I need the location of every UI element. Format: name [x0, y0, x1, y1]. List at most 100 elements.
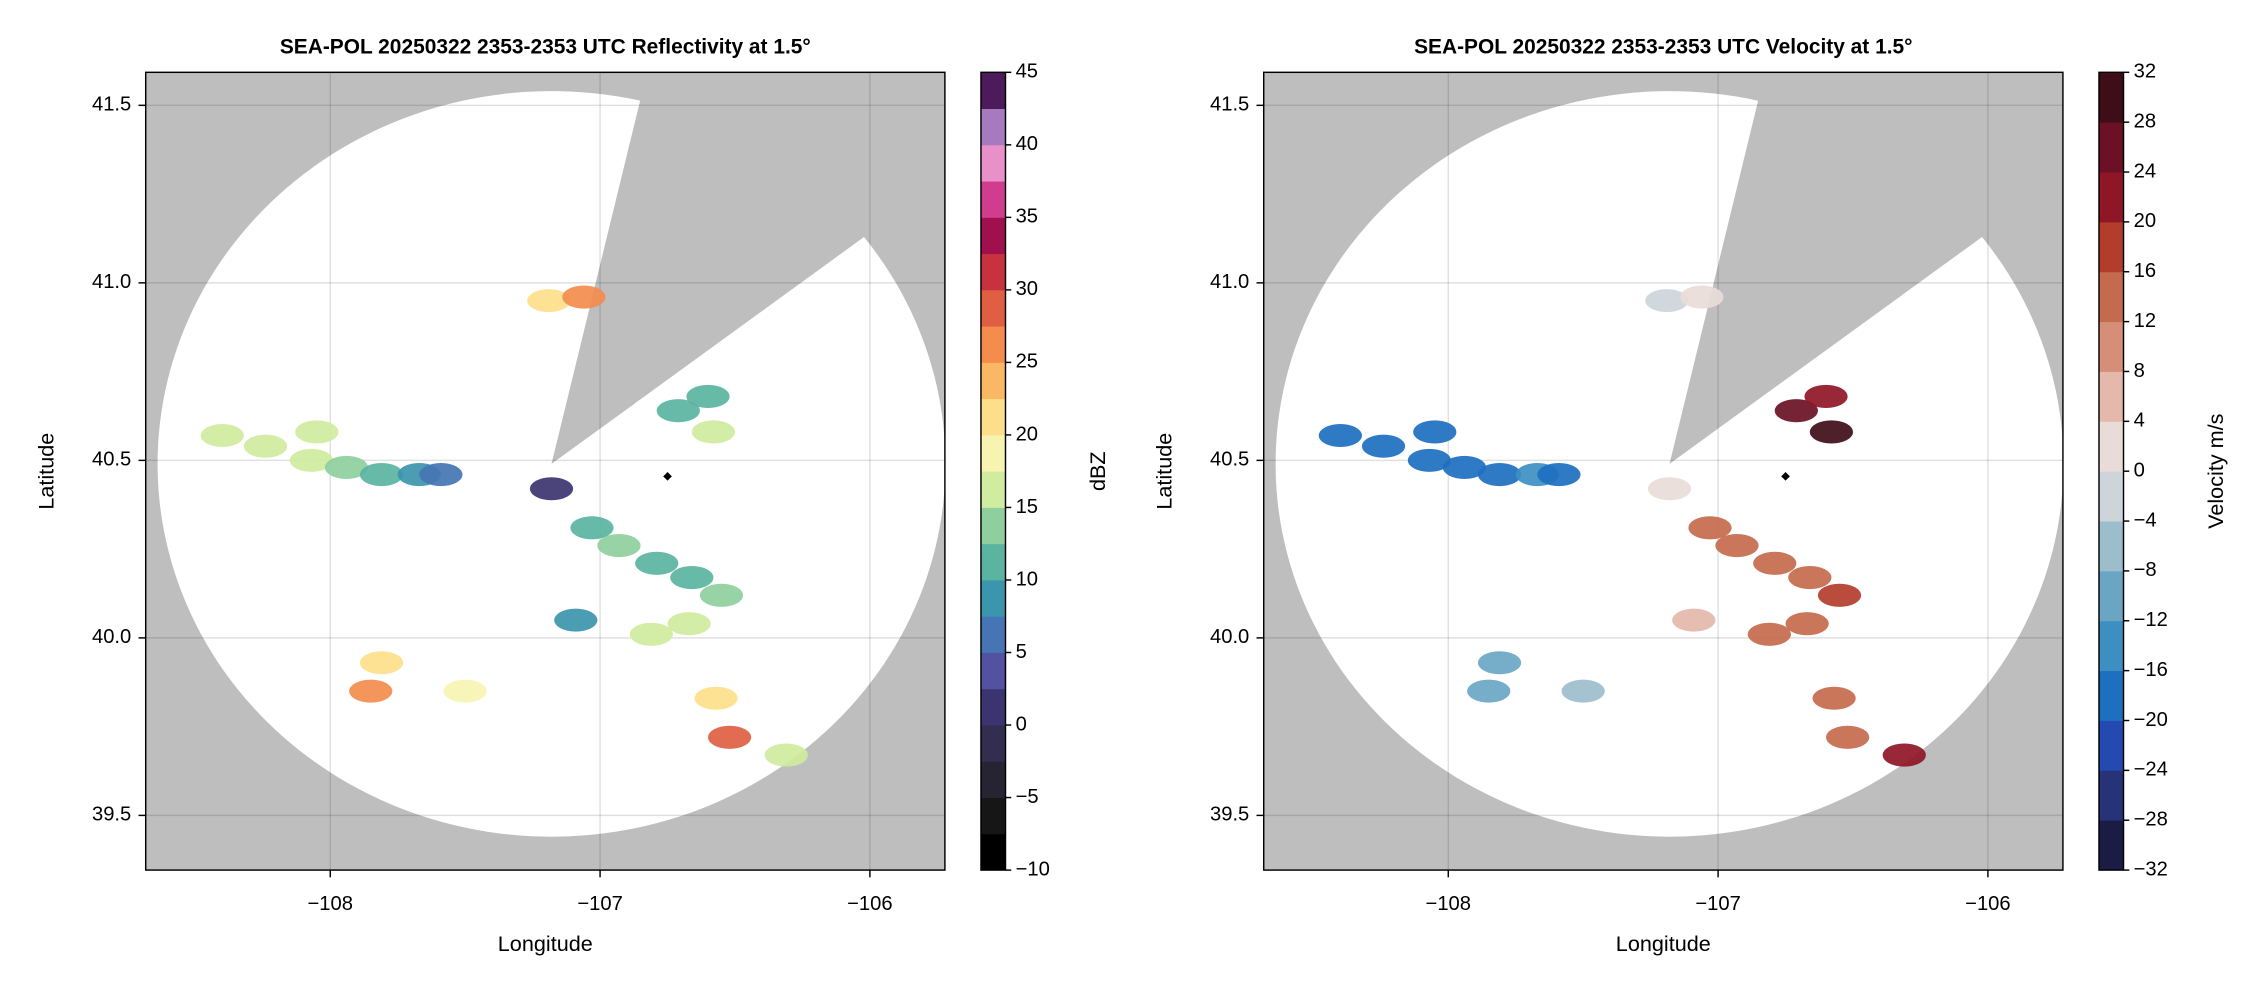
echo [324, 455, 369, 480]
y-tick-label: 41.0 [92, 271, 131, 293]
x-tick-label: −108 [1426, 893, 1471, 915]
colorbar-segment [2098, 570, 2124, 622]
colorbar-segment [980, 253, 1006, 291]
colorbar-segment [980, 543, 1006, 581]
echo [694, 686, 738, 710]
colorbar-tick-label: 25 [1016, 351, 1038, 373]
echo [1747, 622, 1791, 646]
colorbar-segment [980, 398, 1006, 436]
echo [707, 725, 752, 749]
colorbar-tick-label: −28 [2134, 809, 2168, 831]
echo [1537, 463, 1581, 487]
colorbar-tick-label: −10 [1016, 858, 1050, 880]
colorbar-segment [980, 72, 1006, 110]
echo [562, 285, 606, 309]
colorbar-segment [2098, 271, 2124, 323]
y-tick-label: 41.5 [92, 94, 131, 116]
echo [554, 608, 598, 632]
colorbar-segment [2098, 421, 2124, 472]
colorbar-tick-label: −4 [2134, 509, 2157, 531]
site-marker [1781, 472, 1790, 481]
colorbar-segment [2098, 820, 2124, 871]
colorbar-segment [980, 108, 1006, 146]
colorbar-tick-label: 0 [2134, 460, 2145, 482]
echo [1753, 551, 1797, 575]
colorbar-tick-label: −8 [2134, 559, 2157, 581]
echo [349, 679, 393, 703]
colorbar-segment [2098, 720, 2124, 771]
colorbar-tick-label: 16 [2134, 260, 2156, 282]
echo [443, 679, 487, 703]
echo [1672, 608, 1716, 632]
x-axis-label: Longitude [1616, 931, 1711, 956]
echo [1812, 686, 1856, 710]
y-tick-label: 40.0 [92, 626, 131, 648]
colorbar-tick-label: 5 [1016, 641, 1027, 663]
colorbar-tick-label: 4 [2134, 410, 2145, 432]
colorbar-segment [980, 761, 1006, 798]
colorbar-segment [980, 797, 1006, 835]
colorbar-segment [2098, 620, 2124, 672]
echo [419, 463, 463, 487]
echo [359, 463, 404, 487]
echo [1688, 516, 1732, 540]
colorbar-frame [980, 71, 1007, 871]
echo [295, 420, 339, 444]
echo [686, 384, 730, 409]
colorbar-segment [980, 688, 1006, 726]
colorbar-segment [2098, 371, 2124, 422]
colorbar-tick-label: 30 [1016, 278, 1038, 300]
colorbar-tick-label: 10 [1016, 568, 1038, 590]
echo [1715, 534, 1759, 558]
y-tick-label: 40.5 [1210, 449, 1249, 471]
colorbar-segment [980, 616, 1006, 653]
colorbar-tick-label: −32 [2134, 858, 2168, 880]
colorbar-segment [980, 579, 1006, 617]
x-tick-label: −107 [577, 893, 622, 915]
y-tick-label: 39.5 [92, 804, 131, 826]
echo [1804, 384, 1848, 409]
colorbar-tick-label: −20 [2134, 709, 2168, 731]
echo [1477, 463, 1522, 487]
echo [1318, 423, 1362, 448]
colorbar-tick-label: 35 [1016, 206, 1038, 228]
colorbar-segment [2098, 321, 2124, 372]
colorbar-tick-label: 8 [2134, 360, 2145, 382]
colorbar-segment [980, 652, 1006, 690]
echo [1477, 651, 1522, 675]
colorbar-segment [980, 833, 1006, 871]
colorbar-segment [980, 326, 1006, 363]
colorbar-tick-label: 28 [2134, 111, 2156, 133]
colorbar-tick-label: 45 [1016, 61, 1038, 83]
echo [656, 399, 700, 423]
echo [289, 448, 334, 472]
colorbar-segment [2098, 670, 2124, 721]
colorbar-segment [2098, 221, 2124, 273]
echo [1407, 448, 1452, 472]
panel: SEA-POL 20250322 2353-2353 UTC Reflectiv… [33, 35, 1110, 955]
echo [597, 534, 641, 558]
colorbar-tick-label: 40 [1016, 133, 1038, 155]
colorbar-segment [980, 507, 1006, 545]
echo [1680, 285, 1724, 309]
colorbar-segment [2098, 172, 2124, 223]
echo [691, 420, 736, 444]
y-tick-label: 41.5 [1210, 94, 1249, 116]
colorbar-segment [980, 362, 1006, 400]
radar-coverage [157, 91, 946, 837]
echo [1413, 420, 1457, 444]
colorbar-tick-label: −16 [2134, 659, 2168, 681]
plot-frame [1262, 71, 2064, 871]
echo [635, 551, 679, 575]
echo [1817, 583, 1862, 607]
radar-coverage [1275, 91, 2064, 837]
colorbar-segment [980, 181, 1006, 218]
echo [1825, 725, 1870, 749]
echo [699, 583, 744, 607]
colorbar-tick-label: −24 [2134, 759, 2168, 781]
echo [667, 612, 711, 636]
colorbar-label: Velocity m/s [2203, 413, 2228, 529]
echo [1645, 289, 1689, 313]
